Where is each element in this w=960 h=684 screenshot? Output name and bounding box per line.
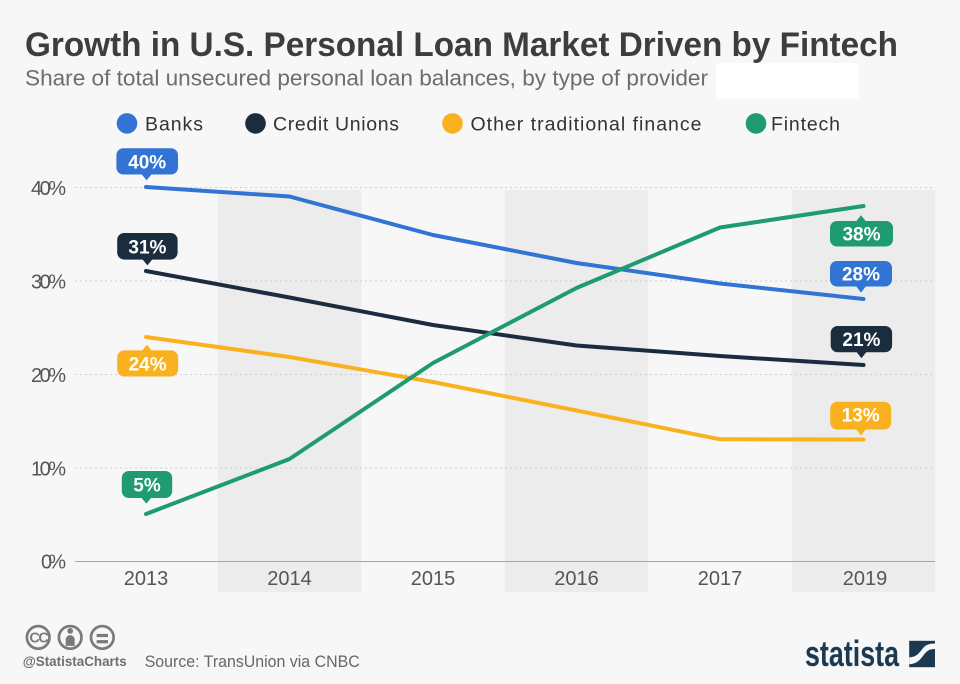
svg-text:Other traditional finance: Other traditional finance	[471, 114, 702, 136]
svg-text:Fintech: Fintech	[771, 114, 840, 136]
svg-text:2015: 2015	[411, 568, 456, 590]
svg-text:21%: 21%	[842, 330, 880, 351]
svg-text:Share of total unsecured perso: Share of total unsecured personal loan b…	[25, 66, 708, 91]
svg-text:38%: 38%	[842, 225, 880, 246]
svg-text:@StatistaCharts: @StatistaCharts	[23, 653, 127, 669]
svg-text:40%: 40%	[128, 152, 166, 173]
svg-text:40%: 40%	[31, 178, 66, 200]
svg-text:13%: 13%	[842, 405, 880, 426]
svg-text:Credit Unions: Credit Unions	[273, 114, 399, 136]
svg-text:2017: 2017	[698, 568, 743, 590]
svg-text:2013: 2013	[124, 568, 169, 590]
svg-text:5%: 5%	[133, 475, 161, 496]
svg-text:Growth in U.S. Personal Loan M: Growth in U.S. Personal Loan Market Driv…	[25, 26, 898, 64]
svg-text:statista: statista	[805, 633, 900, 674]
svg-text:Banks: Banks	[145, 114, 203, 136]
svg-text:30%: 30%	[31, 272, 66, 294]
svg-text:2016: 2016	[554, 568, 599, 590]
svg-text:31%: 31%	[128, 237, 166, 258]
svg-text:Source: TransUnion via CNBC: Source: TransUnion via CNBC	[145, 652, 360, 671]
svg-text:24%: 24%	[129, 355, 167, 376]
svg-text:10%: 10%	[31, 459, 66, 481]
svg-text:2019: 2019	[843, 568, 888, 590]
svg-text:28%: 28%	[842, 265, 880, 286]
svg-text:0%: 0%	[41, 552, 66, 574]
svg-text:CC: CC	[29, 631, 49, 647]
svg-text:20%: 20%	[31, 365, 66, 387]
svg-text:2014: 2014	[267, 568, 312, 590]
